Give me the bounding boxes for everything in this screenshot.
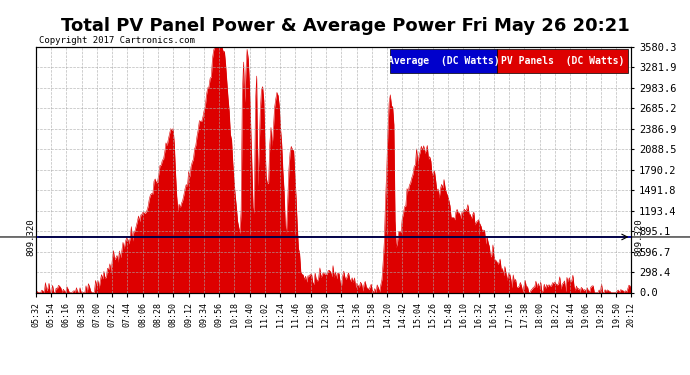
Text: Total PV Panel Power & Average Power Fri May 26 20:21: Total PV Panel Power & Average Power Fri… — [61, 17, 629, 35]
Text: PV Panels  (DC Watts): PV Panels (DC Watts) — [501, 56, 624, 66]
Text: 809.320: 809.320 — [26, 218, 35, 256]
Text: 809.320: 809.320 — [634, 218, 643, 256]
Text: Average  (DC Watts): Average (DC Watts) — [388, 56, 500, 66]
Text: Copyright 2017 Cartronics.com: Copyright 2017 Cartronics.com — [39, 36, 195, 45]
